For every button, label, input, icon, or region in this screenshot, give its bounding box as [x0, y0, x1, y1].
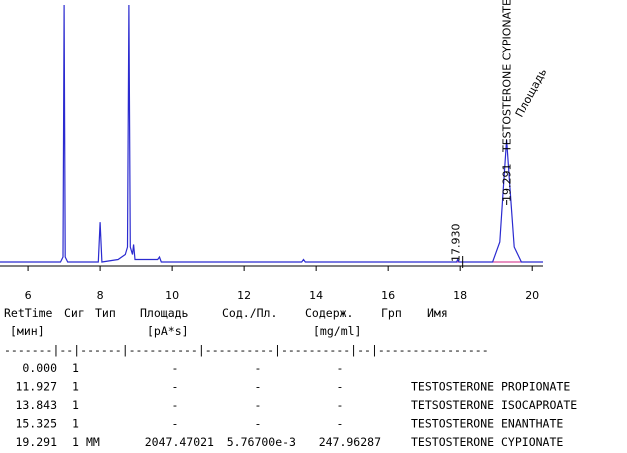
table-cell: 1 [72, 398, 79, 412]
x-tick-label: 10 [165, 289, 179, 302]
table-cell: 5.76700e-3 [227, 435, 296, 449]
table-cell: 2047.47021 [145, 435, 214, 449]
table-cell: - [255, 380, 262, 394]
table-cell: TETSOSTERONE ISOCAPROATE [411, 398, 577, 412]
column-unit: [pA*s] [147, 324, 189, 338]
table-cell: 1 [72, 380, 79, 394]
column-unit: [mg/ml] [313, 324, 361, 338]
table-cell: MM [86, 435, 100, 449]
x-tick-label: 6 [25, 289, 32, 302]
table-cell: 247.96287 [319, 435, 381, 449]
peak-name: TESTOSTERONE CYPIONATE [501, 0, 514, 153]
table-cell: - [255, 361, 262, 375]
table-cell: - [172, 398, 179, 412]
separator: -------|--|------|----------|----------|… [4, 343, 489, 357]
column-header: Содерж. [305, 306, 353, 320]
x-tick-label: 12 [237, 289, 251, 302]
table-cell: TESTOSTERONE CYPIONATE [411, 435, 563, 449]
table-cell: - [172, 417, 179, 431]
column-header: Имя [427, 306, 448, 320]
table-cell: 11.927 [15, 380, 57, 394]
table-cell: - [255, 417, 262, 431]
table-cell: 1 [72, 417, 79, 431]
table-cell: - [337, 398, 344, 412]
column-header: Площадь [140, 306, 189, 320]
peak-time: 17.930 [450, 224, 463, 263]
x-tick-label: 20 [525, 289, 539, 302]
table-cell: - [172, 361, 179, 375]
column-header: RetTime [4, 306, 53, 320]
column-header: Сиг [64, 306, 85, 320]
trace [0, 4, 543, 263]
column-header: Тип [95, 306, 116, 320]
x-tick-label: 18 [453, 289, 467, 302]
table-cell: 13.843 [15, 398, 57, 412]
peak-note: Площадь [513, 66, 549, 119]
table-cell: - [255, 398, 262, 412]
table-cell: - [337, 361, 344, 375]
table-cell: - [337, 417, 344, 431]
table-cell: 0.000 [22, 361, 57, 375]
x-tick-label: 8 [97, 289, 104, 302]
x-tick-label: 14 [309, 289, 323, 302]
table-cell: 1 [72, 361, 79, 375]
peak-time: 19.291 [501, 164, 514, 203]
column-header: Грп [381, 306, 402, 320]
table-cell: 19.291 [15, 435, 57, 449]
table-cell: TESTOSTERONE ENANTHATE [411, 417, 563, 431]
table-cell: - [337, 380, 344, 394]
x-tick-label: 16 [381, 289, 395, 302]
table-cell: - [172, 380, 179, 394]
column-header: Сод./Пл. [222, 306, 277, 320]
table-cell: TESTOSTERONE PROPIONATE [411, 380, 570, 394]
column-unit: [мин] [10, 324, 45, 338]
table-cell: 1 [72, 435, 79, 449]
table-cell: 15.325 [15, 417, 57, 431]
